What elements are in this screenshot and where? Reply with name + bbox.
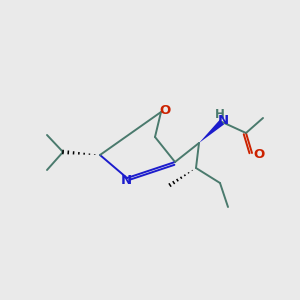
Text: O: O xyxy=(254,148,265,160)
Text: O: O xyxy=(159,104,171,118)
Text: N: N xyxy=(120,175,132,188)
Text: N: N xyxy=(218,115,229,128)
Polygon shape xyxy=(199,120,224,143)
Text: H: H xyxy=(215,109,225,122)
